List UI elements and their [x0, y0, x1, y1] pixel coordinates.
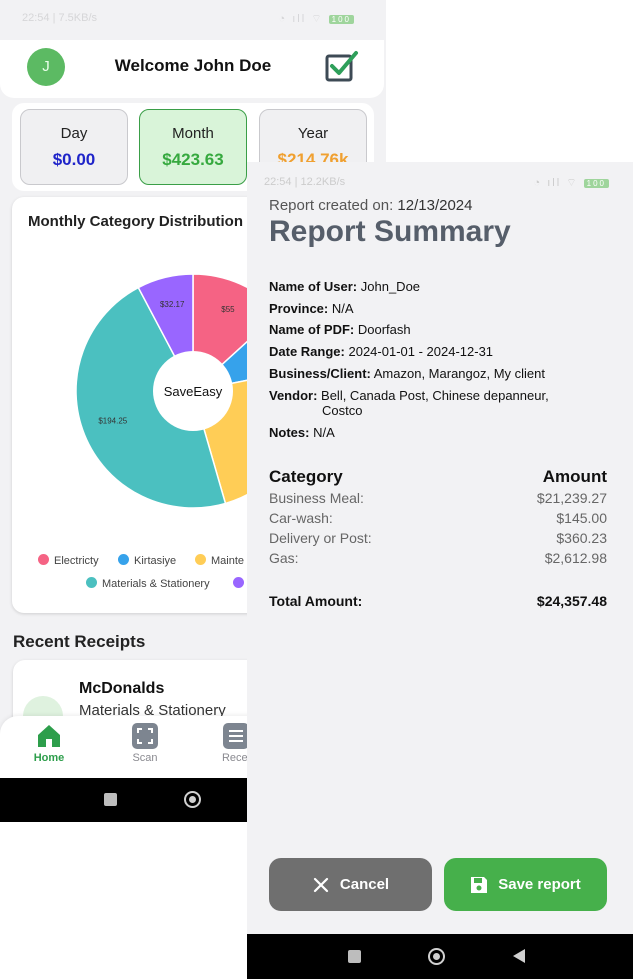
row-category: Gas: [269, 550, 299, 566]
welcome-title: Welcome John Doe [114, 56, 272, 75]
chart-title: Monthly Category Distribution [28, 213, 243, 230]
home-header: J Welcome John Doe [0, 40, 384, 98]
nav-label: Recei [221, 752, 251, 764]
row-category: Business Meal: [269, 490, 364, 506]
home-icon [38, 725, 60, 747]
legend-dot [233, 577, 244, 588]
pie-slice-label: $32.17 [160, 300, 185, 309]
legend-dot [118, 554, 129, 565]
cancel-label: Cancel [339, 876, 390, 893]
status-time: 22:54 | 7.5KB/s [22, 12, 98, 24]
legend-label: Kirtasiye [134, 555, 177, 567]
receipt-category: Materials & Stationery [79, 702, 226, 719]
scan-icon [132, 723, 158, 749]
total-label: Total Amount: [269, 593, 363, 609]
pie-slice-label: $194.25 [98, 416, 127, 425]
recents-icon[interactable] [104, 793, 117, 806]
stat-value: $423.63 [162, 150, 224, 169]
home-system-icon[interactable] [428, 948, 445, 965]
legend-item[interactable]: Materials & Stationery [86, 577, 210, 590]
info-date-range: Date Range: 2024-01-01 - 2024-12-31 [269, 344, 494, 359]
status-icons: ◔ ıll ⌔ 100 [279, 12, 354, 26]
pie-center-hole [153, 351, 233, 431]
legend-item[interactable]: Kirtasiye [118, 554, 176, 567]
report-created: Report created on: 12/13/2024 [269, 197, 473, 214]
back-icon[interactable] [512, 948, 526, 964]
info-user: Name of User: John_Doe [269, 279, 421, 294]
total-value: $24,357.48 [536, 593, 607, 609]
status-icons: ◔ ıll ⌔ 100 [534, 176, 609, 190]
nav-home[interactable]: Home [19, 722, 79, 764]
pie-center-label: SaveEasy [164, 384, 223, 399]
category-header: Category [269, 467, 343, 486]
created-date: 12/13/2024 [397, 197, 473, 214]
info-province: Province: N/A [269, 301, 354, 316]
nav-scan[interactable]: Scan [115, 722, 175, 764]
receipt-vendor: McDonalds [79, 680, 165, 697]
legend-label: Materials & Stationery [102, 578, 210, 590]
recent-receipts-title: Recent Receipts [13, 632, 146, 651]
row-amount: $21,239.27 [536, 490, 607, 506]
receipts-icon [223, 723, 249, 749]
stat-day[interactable]: Day $0.00 [20, 109, 128, 185]
close-icon [313, 877, 328, 893]
legend-item[interactable]: Mainte [195, 554, 244, 567]
row-category: Car-wash: [269, 510, 333, 526]
legend-item[interactable]: Electricty [38, 554, 99, 567]
stat-month[interactable]: Month $423.63 [139, 109, 247, 185]
status-bar: 22:54 | 12.2KB/s ◔ ıll ⌔ 100 [247, 162, 633, 196]
legend-label: Electricty [54, 555, 99, 567]
info-vendor: Vendor: Bell, Canada Post, Chinese depan… [269, 388, 549, 403]
legend-item[interactable] [233, 577, 249, 590]
check-box-icon[interactable] [323, 48, 359, 84]
status-bar: 22:54 | 7.5KB/s ◔ ıll ⌔ 100 [0, 0, 386, 40]
stat-label: Day [60, 125, 88, 142]
stat-label: Year [297, 125, 329, 142]
save-report-button[interactable]: Save report [444, 858, 607, 911]
home-system-icon[interactable] [184, 791, 201, 808]
avatar[interactable]: J [27, 48, 65, 86]
battery-icon: 100 [583, 179, 609, 188]
legend-dot [38, 554, 49, 565]
row-amount: $145.00 [556, 510, 607, 526]
pie-slice-3[interactable] [75, 286, 227, 509]
info-notes: Notes: N/A [269, 425, 335, 440]
save-label: Save report [498, 876, 581, 893]
system-nav-bar [247, 934, 633, 979]
battery-icon: 100 [328, 15, 354, 24]
info-vendor-cont: Costco [322, 403, 363, 418]
report-screen: 22:54 | 12.2KB/s ◔ ıll ⌔ 100 Report crea… [247, 162, 633, 979]
status-time: 22:54 | 12.2KB/s [264, 176, 346, 188]
recents-icon[interactable] [348, 950, 361, 963]
info-pdf-name: Name of PDF: Doorfash [269, 322, 411, 337]
legend-dot [86, 577, 97, 588]
stat-value: $0.00 [52, 150, 96, 169]
created-label: Report created on: [269, 197, 394, 214]
cancel-button[interactable]: Cancel [269, 858, 432, 911]
nav-label: Scan [132, 752, 158, 764]
legend-label: Mainte [211, 555, 245, 567]
info-business-client: Business/Client: Amazon, Marangoz, My cl… [269, 366, 545, 381]
legend-dot [195, 554, 206, 565]
amount-header: Amount [542, 467, 607, 486]
pie-slice-label: $55 [221, 305, 235, 314]
report-title: Report Summary [269, 215, 511, 248]
nav-receipts[interactable]: Recei [206, 722, 266, 764]
nav-label: Home [33, 752, 65, 764]
save-icon [471, 877, 488, 894]
row-amount: $360.23 [556, 530, 607, 546]
row-category: Delivery or Post: [269, 530, 372, 546]
row-amount: $2,612.98 [544, 550, 607, 566]
stat-label: Month [172, 125, 214, 142]
